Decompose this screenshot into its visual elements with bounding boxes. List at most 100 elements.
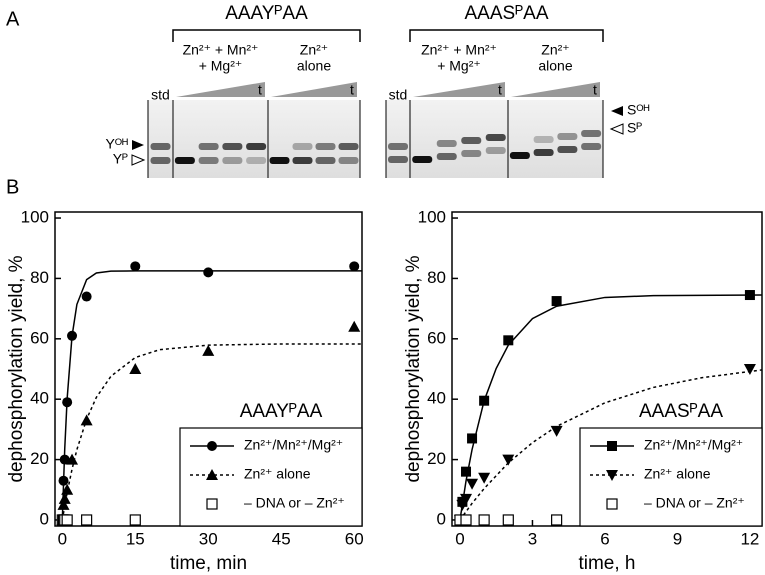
- legend-marker: [606, 470, 618, 481]
- point: [61, 483, 74, 495]
- y-tick-label: 40: [30, 389, 49, 408]
- time-wedge: [413, 82, 505, 97]
- y-tick-label: 20: [427, 449, 446, 468]
- legend-marker: [207, 441, 217, 451]
- x-axis-label: time, h: [578, 553, 635, 574]
- gel-band: [246, 157, 267, 164]
- point: [502, 454, 515, 466]
- gel-band: [338, 143, 359, 150]
- point: [460, 514, 472, 526]
- construct-label: AAAYᴾAA: [225, 3, 308, 24]
- y-tick-label: 60: [30, 328, 49, 347]
- x-tick-label: 30: [199, 529, 218, 548]
- y-tick-label: 100: [21, 208, 49, 227]
- time-wedge: [271, 82, 357, 97]
- point: [80, 414, 93, 426]
- band-label: Yᴼᴴ: [105, 136, 128, 152]
- gel-band: [557, 146, 578, 153]
- point: [66, 453, 79, 465]
- gel-band: [461, 150, 482, 157]
- legend-label: Zn²⁺/Mn²⁺/Mg²⁺: [244, 437, 343, 453]
- point: [460, 493, 473, 505]
- gel-band: [292, 143, 313, 150]
- fit-line: [459, 369, 763, 521]
- gel-band: [461, 137, 482, 144]
- point: [203, 267, 214, 278]
- legend-label: – DNA or – Zn²⁺: [644, 495, 745, 511]
- point: [744, 290, 755, 301]
- point: [502, 514, 514, 526]
- point: [61, 514, 73, 526]
- gel-band: [246, 143, 267, 150]
- gel-band: [222, 143, 243, 150]
- point: [478, 514, 490, 526]
- time-wedge: [176, 82, 265, 97]
- point: [130, 261, 141, 272]
- legend-label: Zn²⁺/Mn²⁺/Mg²⁺: [644, 437, 743, 453]
- condition-label: Zn²⁺ + Mn²⁺: [183, 42, 259, 58]
- time-label: t: [258, 82, 262, 98]
- gel-band: [533, 149, 554, 156]
- point: [503, 335, 514, 346]
- legend-label: – DNA or – Zn²⁺: [244, 495, 345, 511]
- x-tick-label: 0: [58, 529, 67, 548]
- point: [479, 395, 490, 406]
- x-axis-label: time, min: [170, 553, 247, 574]
- gel-band: [509, 152, 530, 159]
- gel-band: [485, 134, 506, 141]
- time-label: t: [593, 82, 597, 98]
- point: [129, 363, 142, 374]
- time-wedge: [511, 82, 600, 97]
- y-tick-label: 40: [427, 389, 446, 408]
- y-tick-label: 0: [437, 509, 446, 528]
- marker-open: [131, 154, 146, 166]
- fit-line: [61, 270, 362, 520]
- point: [58, 492, 71, 504]
- condition-label: + Mg²⁺: [199, 58, 243, 74]
- panel-label: B: [6, 176, 19, 198]
- x-tick-label: 6: [600, 529, 609, 548]
- gel-band: [150, 157, 171, 164]
- legend-label: Zn²⁺ alone: [244, 466, 311, 482]
- point: [58, 475, 69, 486]
- x-tick-label: 45: [272, 529, 291, 548]
- gel-band: [338, 157, 359, 164]
- y-axis-label: dephosphorylation yield, %: [403, 255, 424, 482]
- construct-label: AAASᴾAA: [465, 3, 549, 24]
- x-tick-label: 9: [673, 529, 682, 548]
- point: [81, 291, 92, 302]
- point: [478, 472, 491, 484]
- std-label: std: [151, 87, 170, 103]
- fit-line: [61, 343, 362, 521]
- y-tick-label: 60: [427, 328, 446, 347]
- gel-band: [198, 143, 219, 150]
- point: [348, 320, 361, 332]
- point: [202, 344, 215, 356]
- annotation: AAAYᴾAA: [240, 401, 323, 422]
- band-label: Yᴾ: [113, 151, 128, 167]
- std-label: std: [389, 87, 408, 103]
- gel-band: [315, 157, 336, 164]
- condition-label: Zn²⁺: [300, 42, 328, 58]
- y-tick-label: 80: [427, 268, 446, 287]
- gel-band: [388, 143, 408, 150]
- annotation: AAASᴾAA: [639, 401, 723, 422]
- point: [349, 261, 360, 272]
- point: [129, 514, 141, 526]
- gel-band: [269, 157, 290, 164]
- gel-band: [222, 157, 243, 164]
- y-tick-label: 20: [30, 449, 49, 468]
- marker-filled: [132, 140, 144, 150]
- y-tick-label: 80: [30, 268, 49, 287]
- gel-band: [581, 130, 602, 137]
- condition-label: alone: [538, 58, 572, 74]
- point: [466, 478, 479, 490]
- point: [461, 466, 472, 477]
- gel-image: [148, 100, 360, 178]
- condition-label: alone: [297, 58, 331, 74]
- gel-band: [150, 143, 171, 150]
- legend-marker: [606, 498, 618, 510]
- point: [67, 330, 78, 341]
- gel-band: [436, 153, 457, 160]
